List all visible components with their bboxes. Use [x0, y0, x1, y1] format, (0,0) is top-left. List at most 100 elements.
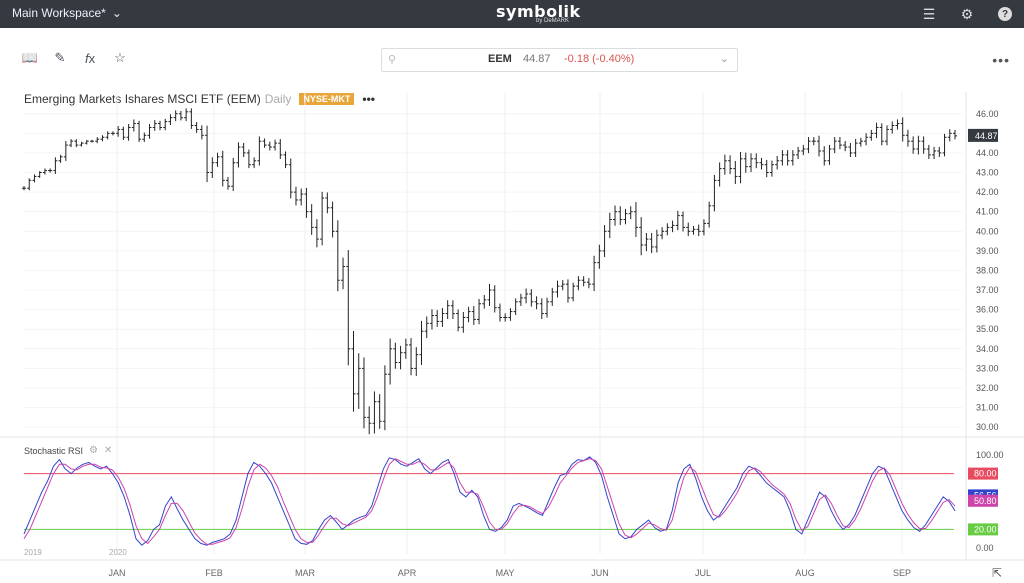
ohlc-bar	[869, 129, 874, 141]
ohlc-bar	[147, 124, 152, 139]
ohlc-bar	[764, 159, 769, 178]
ohlc-bar	[503, 313, 508, 322]
top-icons: ☰ ⚙ ?	[920, 5, 1014, 23]
book-icon[interactable]: 📖	[21, 50, 39, 65]
ohlc-bar	[194, 122, 199, 133]
ohlc-bar	[613, 205, 618, 226]
ohlc-bar	[367, 406, 372, 435]
indicator-tick-label: 0.00	[976, 543, 994, 553]
ohlc-bar	[691, 225, 696, 235]
ohlc-bar	[623, 208, 628, 225]
ohlc-bar	[586, 278, 591, 289]
workspace-selector[interactable]: Main Workspace* ⌄	[12, 6, 122, 20]
indicator-value-badge	[968, 523, 998, 536]
chart-grid	[0, 92, 1024, 561]
brand-name: symbolik	[496, 2, 581, 21]
list-icon[interactable]: ☰	[922, 5, 936, 22]
ohlc-bar	[717, 162, 722, 187]
ohlc-bar	[775, 155, 780, 170]
ohlc-bar	[743, 152, 748, 173]
pencil-icon[interactable]: ✎	[54, 50, 66, 65]
exchange-badge: NYSE-MKT	[299, 93, 355, 105]
ohlc-bar	[524, 288, 529, 304]
chart-interval[interactable]: Daily	[264, 92, 292, 106]
symbol-search[interactable]: ⚲ EEM 44.87 -0.18 (-0.40%) ⌄	[381, 48, 738, 72]
ohlc-bar	[482, 295, 487, 309]
ohlc-bar	[424, 316, 429, 339]
ohlc-bar	[142, 132, 147, 142]
month-tick-label: JUL	[695, 568, 711, 578]
ohlc-bar	[822, 146, 827, 166]
chart-menu-icon[interactable]: •••	[362, 92, 375, 106]
ohlc-bar	[576, 276, 581, 291]
stoch-d-line	[23, 458, 956, 545]
ohlc-bar	[926, 144, 931, 160]
ohlc-bar	[905, 129, 910, 147]
ohlc-bar	[320, 191, 325, 246]
export-icon[interactable]: ⇱	[991, 566, 1002, 580]
ohlc-bar	[597, 244, 602, 269]
ohlc-bar	[628, 206, 633, 220]
ohlc-bar	[58, 154, 63, 163]
ohlc-bar	[712, 174, 717, 212]
close-icon[interactable]: ✕	[104, 445, 113, 456]
year-label: 2019	[24, 548, 42, 557]
ohlc-bar	[273, 139, 278, 151]
ohlc-bar	[639, 217, 644, 256]
ohlc-bar	[769, 160, 774, 177]
ohlc-bar	[701, 219, 706, 236]
price-tick-label: 42.00	[976, 187, 999, 197]
ohlc-bar	[858, 137, 863, 147]
ohlc-bar	[267, 141, 272, 151]
ohlc-bar	[178, 111, 183, 121]
ohlc-bar	[131, 119, 136, 132]
ohlc-bar	[236, 142, 241, 168]
quote-symbol: EEM	[488, 53, 512, 65]
ohlc-bar	[885, 125, 890, 146]
ohlc-bar	[550, 287, 555, 306]
ohlc-bar	[283, 151, 288, 169]
indicator-value-label: 80.00	[974, 469, 997, 479]
ohlc-bar	[372, 391, 377, 434]
more-options-icon[interactable]: •••	[992, 52, 1010, 68]
star-icon[interactable]: ☆	[114, 50, 126, 65]
app-logo: symbolik by DeMARK	[496, 2, 581, 24]
ohlc-bar	[497, 303, 502, 322]
ohlc-bar	[168, 114, 173, 126]
ohlc-bar	[393, 342, 398, 369]
ohlc-bar	[346, 250, 351, 366]
ohlc-bar	[560, 280, 565, 291]
ohlc-bar	[335, 220, 340, 292]
ohlc-bar	[456, 309, 461, 332]
month-tick-label: MAR	[295, 568, 316, 578]
price-tick-label: 40.00	[976, 226, 999, 236]
workspace-name: Main Workspace*	[12, 6, 106, 20]
ohlc-bar	[262, 138, 267, 148]
gear-icon[interactable]: ⚙	[960, 5, 974, 22]
ohlc-bar	[304, 187, 309, 218]
help-icon[interactable]: ?	[996, 5, 1014, 23]
ohlc-bar	[879, 123, 884, 146]
price-tick-label: 30.00	[976, 422, 999, 432]
price-tick-label: 39.00	[976, 246, 999, 256]
time-axis: JAN FEB MAR APR MAY JUN JUL AUG SEP 2019 2020	[24, 548, 911, 578]
ohlc-bar	[660, 227, 665, 240]
ohlc-bar	[398, 345, 403, 370]
ohlc-bar	[84, 139, 89, 145]
month-tick-label: FEB	[205, 568, 223, 578]
ohlc-bar	[257, 136, 262, 166]
ohlc-bar	[210, 157, 215, 179]
ohlc-bar	[220, 150, 225, 187]
chevron-down-icon[interactable]: ⌄	[719, 53, 729, 65]
indicator-value-badge	[968, 467, 998, 480]
ohlc-bar	[105, 131, 110, 140]
ohlc-bar	[649, 232, 654, 254]
brand-subtitle: by DeMARK	[536, 18, 570, 24]
ohlc-bar	[780, 150, 785, 166]
price-tick-label: 38.00	[976, 265, 999, 275]
indicator-settings-icon[interactable]: ⚙	[89, 445, 98, 456]
